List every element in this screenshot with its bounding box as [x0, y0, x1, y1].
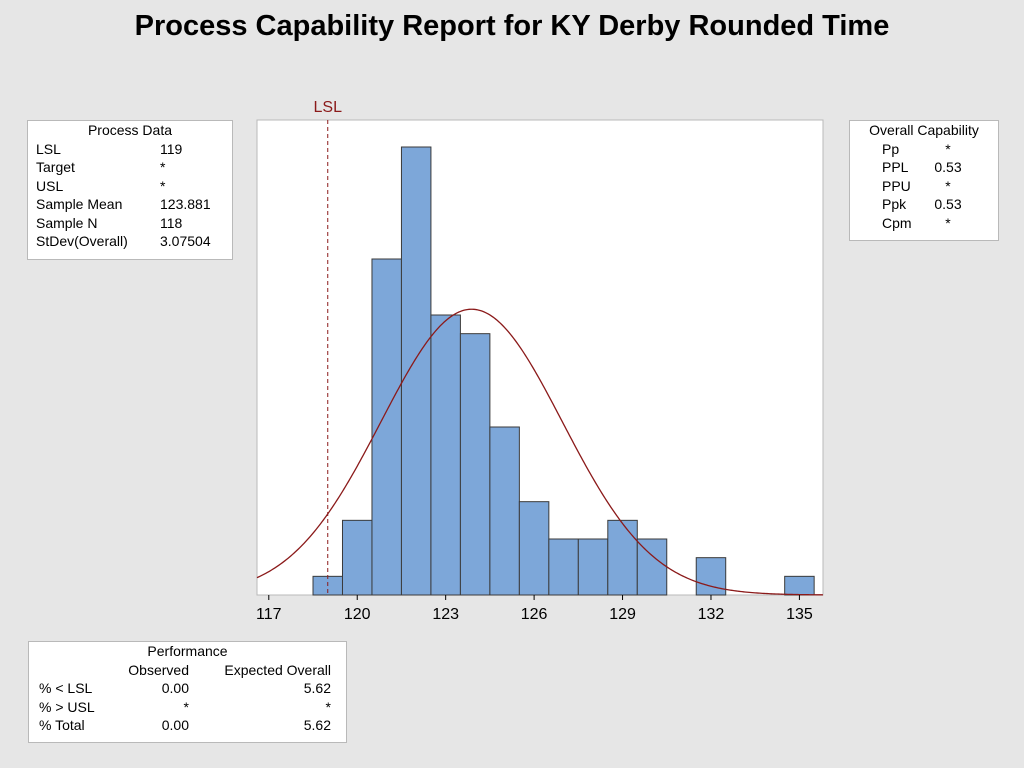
observed-value: 0.00: [161, 717, 189, 733]
histogram-bar: [430, 314, 461, 596]
histogram-bar: [577, 538, 609, 596]
stat-label: Target: [36, 159, 75, 175]
observed-value: 0.00: [161, 680, 189, 696]
performance-title: Performance: [147, 643, 228, 659]
overall-capability-panel: Overall Capability Pp * PPL 0.53 PPU * Ppk 0…: [849, 120, 999, 241]
x-tick-label: 120: [344, 606, 371, 623]
stat-label: Pp: [882, 140, 900, 157]
performance-row-total: % Total 0.00 5.62: [39, 716, 331, 735]
histogram-bar: [636, 538, 668, 596]
performance-table: Observed Expected Overall % < LSL 0.00 5…: [39, 661, 331, 735]
stat-value: 118: [160, 214, 183, 231]
histogram-bar: [548, 538, 579, 596]
histogram-bar: [371, 258, 402, 596]
expected-column-header: Expected Overall: [224, 661, 331, 678]
process-data-row-mean: Sample Mean 123.881: [36, 195, 211, 214]
capability-row-ppk: Ppk 0.53: [882, 195, 970, 214]
stat-label: Sample N: [36, 214, 98, 231]
stat-value: 123.881: [160, 196, 211, 212]
stat-value: *: [160, 159, 166, 175]
expected-value: 5.62: [303, 717, 331, 733]
x-tick-label: 129: [609, 606, 636, 623]
histogram-bar: [607, 519, 638, 596]
capability-row-ppl: PPL 0.53: [882, 158, 970, 177]
histogram-bar: [341, 519, 373, 596]
stat-label: Ppk: [882, 196, 907, 212]
process-data-title: Process Data: [87, 122, 173, 138]
performance-panel: Performance Observed Expected Overall % …: [28, 641, 347, 743]
performance-row-below-lsl: % < LSL 0.00 5.62: [39, 679, 331, 698]
process-data-row-usl: USL *: [36, 177, 211, 196]
x-tick-label: 123: [432, 606, 459, 623]
expected-value: *: [325, 698, 331, 715]
stat-value: 3.07504: [160, 233, 211, 249]
x-tick-label: 132: [698, 606, 725, 623]
lsl-label: LSL: [314, 99, 343, 116]
performance-row-label: % Total: [39, 717, 85, 733]
chart-title: Process Capability Report for KY Derby R…: [134, 10, 890, 42]
stat-value: 0.53: [934, 196, 962, 212]
stat-value: 119: [160, 140, 183, 157]
observed-column-header: Observed: [128, 661, 189, 678]
expected-value: 5.62: [303, 680, 331, 696]
process-data-panel: Process Data LSL 119 Target * USL * Sample …: [27, 120, 233, 260]
stat-label: LSL: [36, 140, 61, 157]
stat-label: Sample Mean: [36, 196, 123, 212]
stat-value: 0.53: [934, 159, 962, 175]
process-data-row-stdev: StDev(Overall) 3.07504: [36, 232, 211, 251]
capability-row-ppu: PPU *: [882, 177, 970, 196]
histogram-bar: [459, 333, 491, 596]
stat-value: *: [945, 177, 951, 194]
overall-capability-table: Pp * PPL 0.53 PPU * Ppk 0.53 Cpm *: [882, 140, 970, 233]
stat-value: *: [160, 177, 166, 194]
histogram-bar: [400, 146, 432, 596]
x-tick-label: 126: [521, 606, 548, 623]
histogram-bar: [784, 575, 815, 596]
performance-row-above-usl: % > USL * *: [39, 698, 331, 717]
stat-value: *: [945, 214, 951, 231]
histogram-bar: [489, 426, 520, 596]
stat-label: PPU: [882, 177, 911, 194]
performance-row-label: % > USL: [39, 698, 95, 715]
stat-label: Cpm: [882, 214, 912, 231]
histogram-bar: [695, 557, 727, 596]
performance-header-row: Observed Expected Overall: [39, 661, 331, 680]
capability-row-pp: Pp *: [882, 140, 970, 159]
stat-label: USL: [36, 177, 64, 194]
capability-row-cpm: Cpm *: [882, 214, 970, 233]
process-data-row-target: Target *: [36, 158, 211, 177]
x-tick-label: 117: [256, 606, 282, 623]
process-data-table: LSL 119 Target * USL * Sample Mean 123.881 S…: [36, 140, 211, 251]
stat-value: *: [945, 140, 951, 157]
x-tick-label: 135: [786, 606, 813, 623]
stat-label: StDev(Overall): [36, 233, 128, 249]
process-data-row-lsl: LSL 119: [36, 140, 211, 159]
overall-capability-title: Overall Capability: [869, 122, 979, 138]
observed-value: *: [183, 698, 189, 715]
performance-row-label: % < LSL: [39, 680, 93, 696]
stat-label: PPL: [882, 159, 909, 175]
normal-curve-line: [256, 308, 824, 596]
histogram-bar: [518, 501, 550, 596]
process-data-row-n: Sample N 118: [36, 214, 211, 233]
